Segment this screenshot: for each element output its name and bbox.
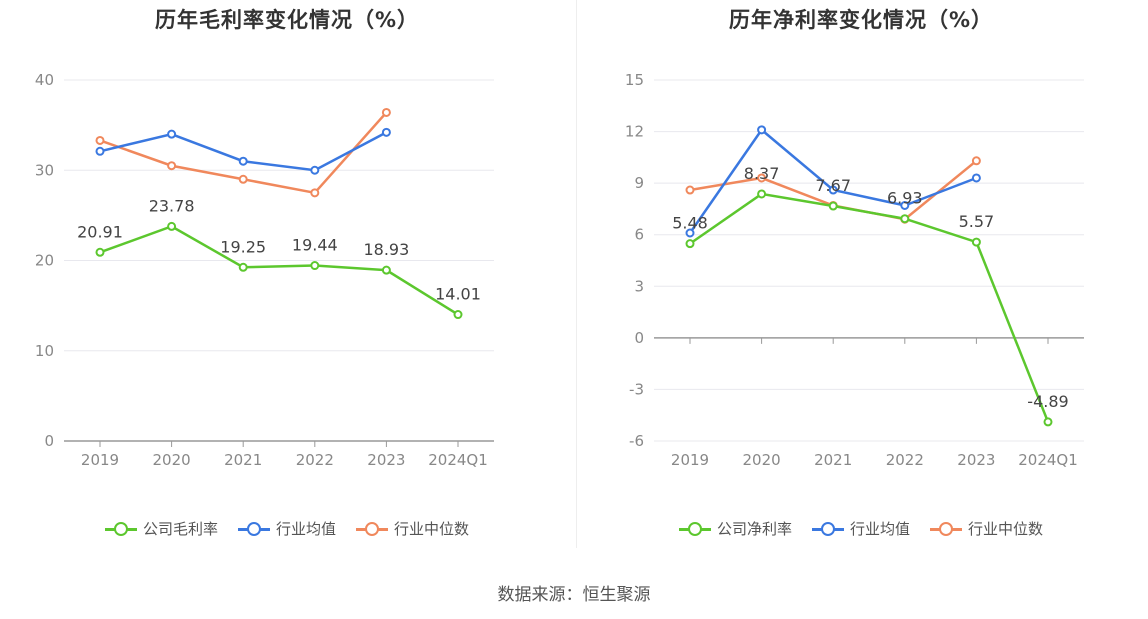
gross-margin-chart-panel: 历年毛利率变化情况（%） 0 10 20 30 40 2019 2020 2021 2022 20…	[0, 0, 574, 560]
data-point	[900, 214, 910, 224]
legend-item-industry-median[interactable]: 行业中位数	[356, 518, 469, 539]
data-point	[971, 173, 981, 183]
y-tick-label: 12	[625, 123, 644, 141]
data-point	[1043, 417, 1053, 427]
data-source-note: 数据来源：恒生聚源	[497, 585, 651, 605]
data-label: 8.37	[744, 164, 780, 183]
y-tick-label: 30	[35, 161, 54, 179]
x-tick-label: 2019	[671, 451, 709, 469]
data-point	[167, 221, 177, 231]
data-label: 14.01	[435, 285, 481, 304]
y-tick-label: -3	[629, 380, 644, 398]
x-tick-label: 2024Q1	[1018, 451, 1078, 469]
data-point	[685, 228, 695, 238]
chart-legend: 公司毛利率 行业均值 行业中位数	[0, 518, 574, 539]
legend-marker-industry-median	[356, 521, 388, 536]
y-tick-label: -6	[629, 432, 644, 450]
data-point	[238, 262, 248, 272]
y-tick-label: 3	[634, 277, 644, 295]
legend-label: 行业均值	[275, 520, 336, 538]
data-point	[310, 165, 320, 175]
data-label: 5.57	[959, 212, 995, 231]
legend-marker-company	[104, 521, 137, 536]
series-line	[99, 225, 459, 316]
gross-margin-line-chart: 0 10 20 30 40 2019 2020 2021 2022 2023 2024Q1 20.91…	[35, 71, 494, 469]
data-point	[167, 161, 177, 171]
legend-label: 行业中位数	[394, 520, 470, 538]
legend-marker-industry-mean	[811, 521, 844, 536]
data-point	[95, 135, 105, 145]
x-tick-label: 2020	[153, 451, 191, 469]
data-point	[167, 129, 177, 139]
chart-title: 历年净利率变化情况（%）	[728, 8, 994, 32]
data-point	[453, 310, 463, 320]
chart-legend: 公司净利率 行业均值 行业中位数	[574, 518, 1148, 539]
x-tick-label: 2022	[886, 451, 924, 469]
data-label: 20.91	[77, 222, 123, 241]
y-tick-label: 0	[44, 432, 54, 450]
x-tick-label: 2023	[367, 451, 405, 469]
legend-item-industry-mean[interactable]: 行业均值	[237, 518, 336, 539]
data-label: -4.89	[1027, 392, 1068, 411]
data-point	[381, 107, 391, 117]
data-point	[238, 174, 248, 184]
series-line	[689, 192, 1050, 423]
x-tick-label: 2020	[743, 451, 781, 469]
y-tick-label: 6	[634, 226, 644, 244]
y-tick-label: 20	[35, 252, 54, 270]
data-point	[381, 265, 391, 275]
x-tick-label: 2021	[814, 451, 852, 469]
x-tick-label: 2022	[296, 451, 334, 469]
legend-marker-company	[678, 521, 711, 536]
x-tick-label: 2024Q1	[428, 451, 488, 469]
y-tick-label: 9	[634, 174, 644, 192]
legend-item-industry-median[interactable]: 行业中位数	[930, 518, 1043, 539]
data-point	[971, 237, 981, 247]
y-tick-label: 15	[625, 71, 644, 89]
x-tick-label: 2019	[81, 451, 119, 469]
data-point	[685, 239, 695, 249]
data-label: 18.93	[363, 240, 409, 259]
data-label: 23.78	[149, 196, 195, 215]
x-tick-label: 2021	[224, 451, 262, 469]
data-label: 5.48	[672, 214, 708, 233]
data-point	[238, 156, 248, 166]
data-point	[95, 146, 105, 156]
data-point	[381, 127, 391, 137]
data-point	[971, 156, 981, 166]
legend-item-company[interactable]: 公司毛利率	[104, 518, 218, 539]
data-point	[685, 185, 695, 195]
data-label: 19.44	[292, 236, 338, 255]
data-label: 19.25	[220, 237, 266, 256]
legend-label: 行业均值	[849, 520, 910, 538]
data-point	[757, 173, 767, 183]
chart-title: 历年毛利率变化情况（%）	[154, 8, 420, 32]
data-point	[95, 247, 105, 257]
panel-divider	[576, 0, 577, 548]
data-point	[310, 188, 320, 198]
y-tick-label: 0	[634, 329, 644, 347]
x-tick-label: 2023	[957, 451, 995, 469]
data-label: 7.67	[815, 176, 851, 195]
legend-marker-industry-mean	[237, 521, 270, 536]
data-point	[828, 185, 838, 195]
y-tick-label: 10	[35, 342, 54, 360]
data-point	[828, 201, 838, 211]
data-point	[757, 125, 767, 135]
y-tick-label: 40	[35, 71, 54, 89]
net-margin-line-chart: -6 -3 0 3 6 9 12 15 2019 2020 2021 2022 2023 2024Q1 5.…	[625, 71, 1084, 469]
data-point	[757, 189, 767, 199]
data-point	[900, 200, 910, 210]
data-point	[310, 261, 320, 271]
legend-item-company[interactable]: 公司净利率	[678, 518, 792, 539]
legend-marker-industry-median	[930, 521, 962, 536]
legend-label: 行业中位数	[968, 520, 1044, 538]
legend-label: 公司毛利率	[142, 520, 218, 538]
legend-item-industry-mean[interactable]: 行业均值	[811, 518, 910, 539]
net-margin-chart-panel: 历年净利率变化情况（%） -6 -3 0 3 6 9 12 15 2019 2020 2021 202…	[574, 0, 1148, 560]
data-label: 6.93	[887, 189, 923, 208]
legend-label: 公司净利率	[716, 520, 792, 538]
